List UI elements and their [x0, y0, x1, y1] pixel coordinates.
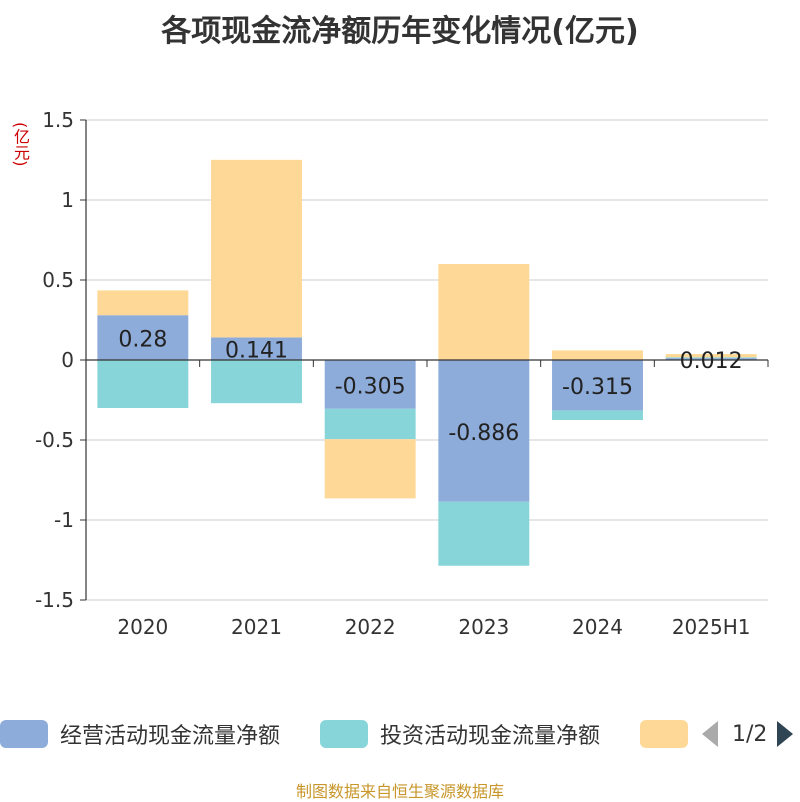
bar-financing-2024[interactable] — [552, 350, 643, 360]
x-tick-label: 2021 — [231, 615, 282, 639]
data-labels: 0.28 0.141 -0.305 -0.886 -0.315 0.012 — [118, 328, 742, 446]
bar-investing-2024[interactable] — [552, 410, 643, 420]
x-tick-label: 2020 — [117, 615, 168, 639]
legend-item-investing[interactable]: 投资活动现金流量净额 — [320, 716, 600, 752]
y-tick-label: -0.5 — [35, 428, 74, 452]
legend-page-indicator: 1/2 — [732, 721, 768, 747]
cash-flow-chart: 1.5 1 0.5 0 -0.5 -1 -1.5 2020 2021 2022 2023 2024 20… — [35, 108, 769, 639]
legend: 经营活动现金流量净额 投资活动现金流量净额 1/2 — [0, 716, 800, 752]
bar-financing-2021[interactable] — [211, 159, 302, 338]
y-tick-label: 1.5 — [42, 108, 74, 132]
y-axis-unit-label: (亿元) — [11, 122, 30, 167]
grid-lines — [86, 119, 768, 601]
x-tick-label: 2022 — [345, 615, 396, 639]
legend-swatch-operating — [0, 720, 48, 748]
legend-label-operating: 经营活动现金流量净额 — [60, 724, 281, 749]
x-tick-label: 2024 — [572, 615, 623, 639]
legend-pager: 1/2 — [702, 716, 794, 752]
bar-operating-2021[interactable] — [211, 337, 302, 360]
bar-financing-2023[interactable] — [438, 264, 530, 360]
y-tick-label: -1 — [54, 508, 74, 532]
y-tick-label: -1.5 — [35, 588, 74, 612]
axes: 1.5 1 0.5 0 -0.5 -1 -1.5 2020 2021 2022 2023 2024 20… — [35, 108, 769, 639]
data-label-operating-2020: 0.28 — [118, 328, 167, 353]
legend-item-operating[interactable]: 经营活动现金流量净额 — [0, 716, 280, 752]
x-tick-label: 2025H1 — [672, 615, 751, 639]
bar-investing-2023[interactable] — [438, 501, 530, 566]
y-tick-label: 0.5 — [42, 268, 74, 292]
data-label-operating-2023: -0.886 — [448, 421, 519, 446]
legend-swatch-financing — [640, 720, 688, 748]
data-source-footer: 制图数据来自恒生聚源数据库 — [295, 782, 504, 801]
legend-next-page-icon[interactable] — [777, 721, 794, 747]
legend-swatch-investing — [320, 720, 368, 748]
data-label-operating-2022: -0.305 — [335, 374, 406, 399]
legend-prev-page-icon[interactable] — [702, 721, 718, 747]
legend-label-investing: 投资活动现金流量净额 — [380, 724, 601, 749]
bar-financing-2025H1[interactable] — [665, 354, 757, 358]
bar-operating-2022[interactable] — [324, 360, 416, 409]
bars — [97, 159, 757, 566]
data-label-operating-2021: 0.141 — [225, 339, 288, 364]
chart-title: 各项现金流净额历年变化情况(亿元) — [161, 14, 639, 49]
data-label-operating-2024: -0.315 — [562, 375, 633, 400]
legend-item-financing[interactable] — [640, 716, 688, 752]
bar-investing-2025H1[interactable] — [665, 357, 757, 359]
bar-operating-2024[interactable] — [552, 360, 643, 411]
data-label-operating-2025H1: 0.012 — [680, 349, 743, 374]
bar-operating-2023[interactable] — [438, 360, 530, 502]
bar-investing-2020[interactable] — [97, 360, 189, 408]
bar-investing-2022[interactable] — [324, 408, 416, 440]
y-tick-label: 1 — [61, 188, 74, 212]
bar-investing-2021[interactable] — [211, 360, 302, 404]
x-tick-label: 2023 — [458, 615, 509, 639]
bar-operating-2020[interactable] — [97, 315, 189, 360]
bar-financing-2020[interactable] — [97, 290, 189, 316]
y-tick-label: 0 — [61, 348, 74, 372]
bar-financing-2022[interactable] — [324, 439, 416, 499]
bar-operating-2025H1[interactable] — [665, 358, 757, 360]
